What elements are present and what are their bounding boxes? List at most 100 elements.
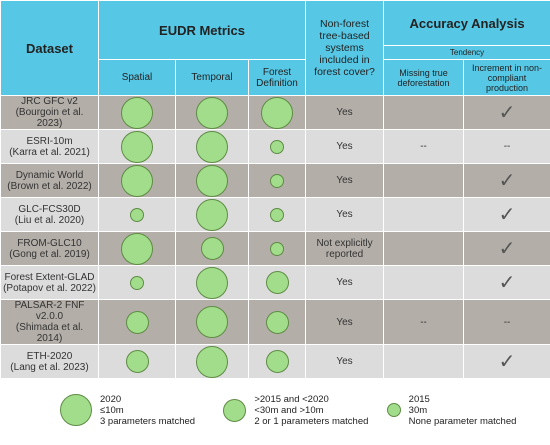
missing-cell (383, 344, 465, 379)
dataset-reference: (Liu et al. 2020) (14, 214, 85, 226)
row: JRC GFC v2 (Bourgoin et al. 2023) Yes ✓ (0, 95, 550, 130)
increment-cell: -- (463, 129, 550, 164)
dataset-reference: (Potapov et al. 2022) (3, 282, 96, 294)
missing-cell (383, 197, 465, 232)
size-circle (200, 237, 224, 260)
spatial-cell (98, 299, 176, 345)
size-circle (125, 350, 149, 373)
increment-cell: -- (463, 299, 550, 345)
legend: 2020 ≤10m 3 parameters matched >2015 and <2… (0, 379, 550, 441)
size-circle (265, 310, 289, 334)
missing-value: -- (420, 141, 427, 152)
increment-cell: ✓ (463, 344, 550, 379)
dataset-reference: (Brown et al. 2022) (7, 180, 92, 192)
legend-line: 2015 (408, 393, 430, 405)
legend-line: 2 or 1 parameters matched (254, 415, 369, 427)
dataset-name: FROM-GLC10 (17, 237, 82, 249)
forest-definition-cell (247, 95, 307, 130)
table-body: JRC GFC v2 (Bourgoin et al. 2023) Yes ✓ ESRI… (0, 95, 550, 379)
legend-line: None parameter matched (408, 415, 517, 427)
forest-definition-cell (247, 265, 307, 300)
legend-line: <30m and >10m (254, 404, 324, 416)
row: ESRI-10m (Karra et al. 2021) Yes -- -- (0, 129, 550, 164)
non-forest-cell: Yes (305, 163, 385, 198)
dataset-name: Dynamic World (15, 169, 84, 181)
missing-cell (383, 163, 465, 198)
table: Dataset EUDR Metrics Non-forest tree-bas… (0, 0, 550, 379)
legend-line: 30m (408, 404, 428, 416)
temporal-cell (175, 344, 249, 379)
legend-item: 2015 30m None parameter matched (386, 394, 550, 427)
increment-cell: ✓ (463, 231, 550, 266)
size-circle (270, 207, 285, 222)
legend-item: >2015 and <2020 <30m and >10m 2 or 1 param… (223, 394, 386, 427)
dataset-name: JRC GFC v2 (21, 96, 78, 108)
header-increment: Increment in non-compliant production (463, 59, 550, 96)
temporal-cell (175, 197, 249, 232)
dataset-reference: (Karra et al. 2021) (9, 146, 90, 158)
missing-cell (383, 95, 465, 130)
header-dataset: Dataset (0, 0, 99, 96)
dataset-cell: FROM-GLC10 (Gong et al. 2019) (0, 231, 99, 266)
dataset-cell: Dynamic World (Brown et al. 2022) (0, 163, 99, 198)
spatial-cell (98, 265, 176, 300)
header-tendency: Tendency (383, 45, 550, 60)
size-circle (270, 241, 285, 256)
dataset-cell: ESRI-10m (Karra et al. 2021) (0, 129, 99, 164)
header-forest-definition: Forest Definition (247, 59, 307, 96)
non-forest-cell: Yes (305, 129, 385, 164)
dataset-reference: (Lang et al. 2023) (10, 361, 89, 373)
size-circle (270, 139, 285, 154)
size-circle (196, 130, 228, 163)
temporal-cell (175, 265, 249, 300)
size-circle (196, 306, 228, 338)
increment-value: -- (503, 141, 511, 152)
spatial-cell (98, 95, 176, 130)
forest-definition-cell (247, 231, 307, 266)
spatial-cell (98, 231, 176, 266)
non-forest-cell: Yes (305, 299, 385, 345)
forest-definition-cell (247, 197, 307, 232)
forest-definition-cell (247, 129, 307, 164)
size-circle (196, 164, 228, 197)
legend-text: 2020 ≤10m 3 parameters matched (100, 394, 195, 427)
non-forest-cell: Not explicitly reported (305, 231, 385, 266)
row: Dynamic World (Brown et al. 2022) Yes ✓ (0, 163, 550, 198)
dataset-reference: (Shimada et al. 2014) (15, 322, 84, 344)
increment-value: ✓ (498, 272, 516, 294)
non-forest-cell: Yes (305, 95, 385, 130)
missing-cell: -- (383, 129, 465, 164)
spatial-cell (98, 129, 176, 164)
dataset-cell: GLC-FCS30D (Liu et al. 2020) (0, 197, 99, 232)
size-circle (196, 345, 228, 378)
spatial-cell (98, 344, 176, 379)
non-forest-cell: Yes (305, 344, 385, 379)
increment-cell: ✓ (463, 265, 550, 300)
dataset-name: PALSAR-2 FNF v2.0.0 (14, 300, 85, 323)
size-circle (125, 310, 149, 334)
header-non-forest: Non-forest tree-based systems included i… (305, 0, 385, 96)
size-circle (196, 198, 228, 231)
row: PALSAR-2 FNF v2.0.0 (Shimada et al. 2014)… (0, 299, 550, 345)
header-eudr: EUDR Metrics (97, 0, 307, 60)
dataset-reference: (Bourgoin et al. 2023) (15, 107, 84, 129)
legend-line: ≤10m (100, 404, 124, 416)
temporal-cell (175, 95, 249, 130)
size-circle (196, 266, 228, 299)
header-accuracy: Accuracy Analysis (383, 0, 550, 46)
dataset-name: GLC-FCS30D (18, 203, 81, 215)
non-forest-cell: Yes (305, 265, 385, 300)
temporal-cell (175, 299, 249, 345)
spatial-cell (98, 197, 176, 232)
increment-cell: ✓ (463, 197, 550, 232)
legend-text: >2015 and <2020 <30m and >10m 2 or 1 param… (254, 394, 368, 427)
non-forest-cell: Yes (305, 197, 385, 232)
legend-text: 2015 30m None parameter matched (409, 394, 517, 427)
dataset-name: ESRI-10m (26, 135, 73, 147)
size-circle (121, 130, 153, 163)
size-circle (270, 173, 285, 188)
row: GLC-FCS30D (Liu et al. 2020) Yes ✓ (0, 197, 550, 232)
temporal-cell (175, 129, 249, 164)
row: Forest Extent-GLAD (Potapov et al. 2022) Y… (0, 265, 550, 300)
